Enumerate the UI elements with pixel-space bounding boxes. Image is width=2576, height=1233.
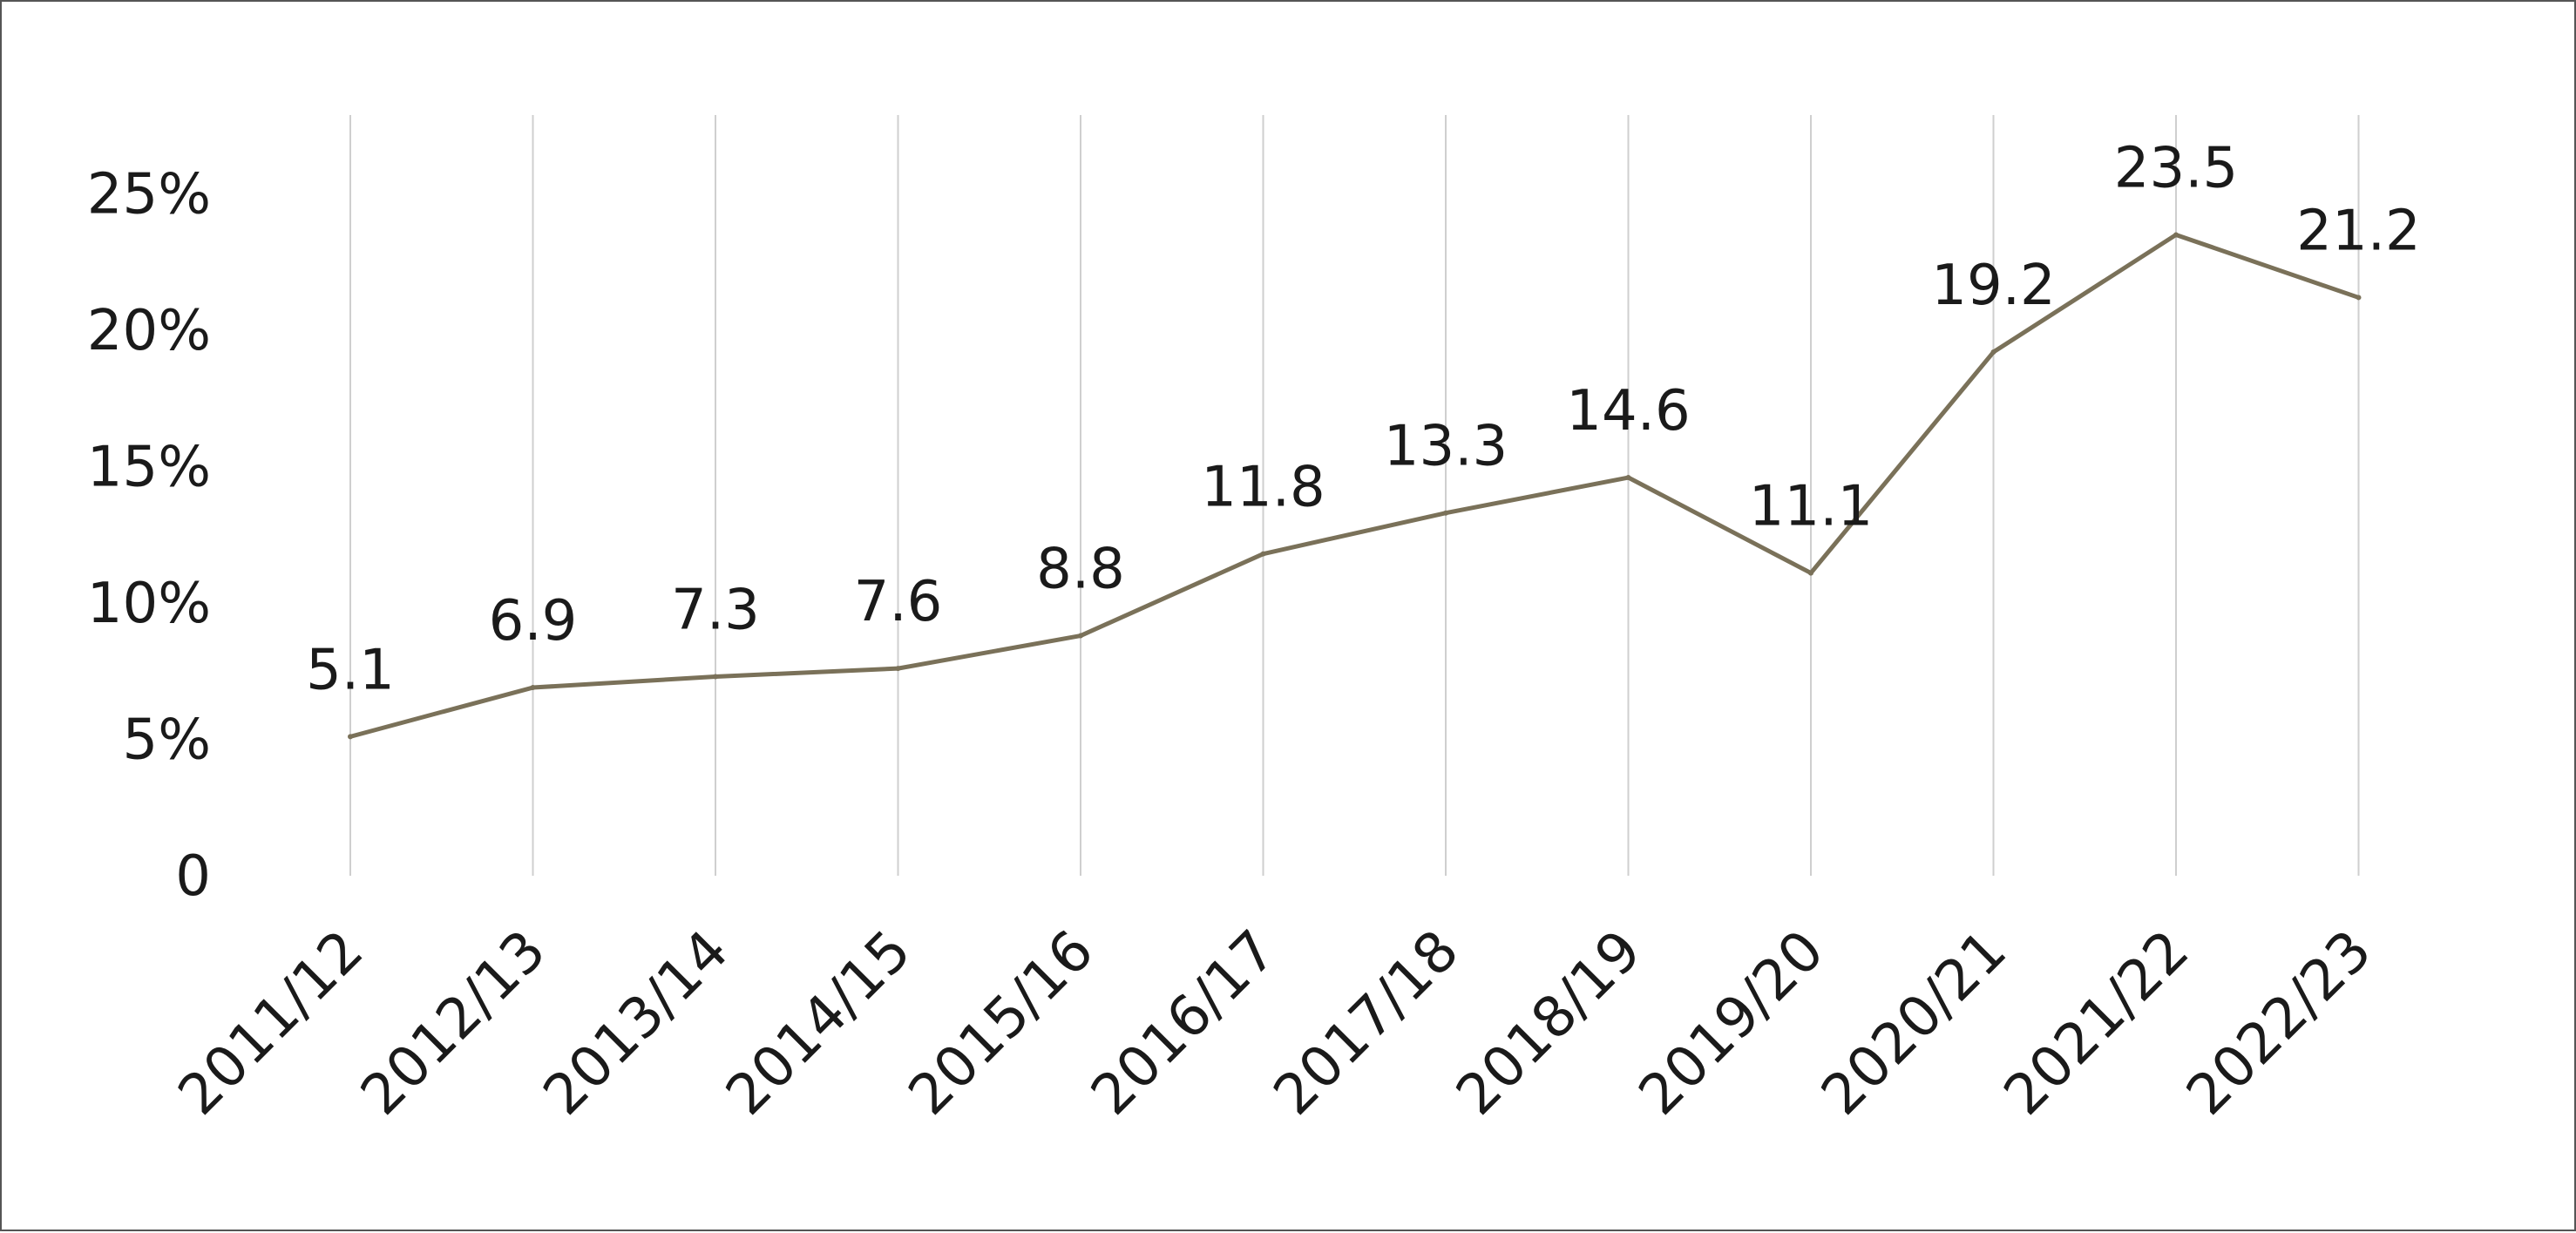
gridlines	[349, 115, 2360, 876]
x-tick-label: 2014/15	[714, 918, 923, 1128]
x-tick-label: 2013/14	[532, 918, 741, 1128]
y-tick-label: 5%	[122, 708, 211, 773]
series-line	[348, 232, 2361, 739]
data-point	[1808, 570, 1813, 576]
y-tick-label: 25%	[87, 163, 211, 227]
y-tick-label: 15%	[87, 436, 211, 500]
data-label: 19.2	[1931, 254, 2056, 318]
x-tick-label: 2015/16	[897, 918, 1106, 1128]
data-label: 6.9	[489, 589, 578, 654]
x-tick-label: 2020/21	[1809, 918, 2018, 1128]
y-tick-label: 0	[175, 844, 211, 909]
data-label: 5.1	[306, 638, 395, 702]
x-tick-label: 2012/13	[349, 918, 558, 1128]
data-point	[2356, 295, 2362, 301]
data-label: 8.8	[1036, 538, 1125, 602]
data-labels: 5.1 6.9 7.3 7.6 8.8 11.8 13.3 14.6 11.1 19.2 23.5 2…	[306, 136, 2421, 702]
series	[348, 232, 2362, 740]
x-tick-label: 2011/12	[166, 918, 376, 1128]
data-point	[530, 685, 536, 691]
data-label: 11.1	[1749, 475, 1874, 539]
data-point	[1078, 633, 1083, 639]
data-point	[713, 674, 718, 680]
data-point	[1443, 510, 1448, 516]
y-axis-ticks: 0 5% 10% 15% 20% 25%	[87, 163, 211, 910]
data-point	[348, 734, 353, 740]
x-tick-label: 2022/23	[2174, 918, 2383, 1128]
data-label: 11.8	[1201, 456, 1325, 520]
data-point	[895, 666, 901, 672]
data-point	[1625, 475, 1631, 481]
y-tick-label: 10%	[87, 572, 211, 636]
data-label: 23.5	[2114, 136, 2239, 200]
data-label: 13.3	[1384, 415, 1508, 479]
x-tick-label: 2018/19	[1444, 918, 1653, 1128]
data-label: 14.6	[1566, 379, 1691, 444]
x-tick-label: 2016/17	[1079, 918, 1288, 1128]
x-tick-label: 2019/20	[1627, 918, 1836, 1128]
data-label: 21.2	[2296, 199, 2421, 263]
y-tick-label: 20%	[87, 299, 211, 363]
data-label: 7.3	[671, 579, 760, 643]
data-label: 7.6	[854, 570, 943, 634]
x-axis-ticks: 2011/122012/132013/142014/152015/162016/…	[166, 918, 2384, 1128]
x-tick-label: 2021/22	[1992, 918, 2201, 1128]
data-point	[1260, 551, 1266, 557]
data-point	[2173, 232, 2179, 238]
x-tick-label: 2017/18	[1262, 918, 1471, 1128]
data-point	[1990, 349, 1996, 356]
